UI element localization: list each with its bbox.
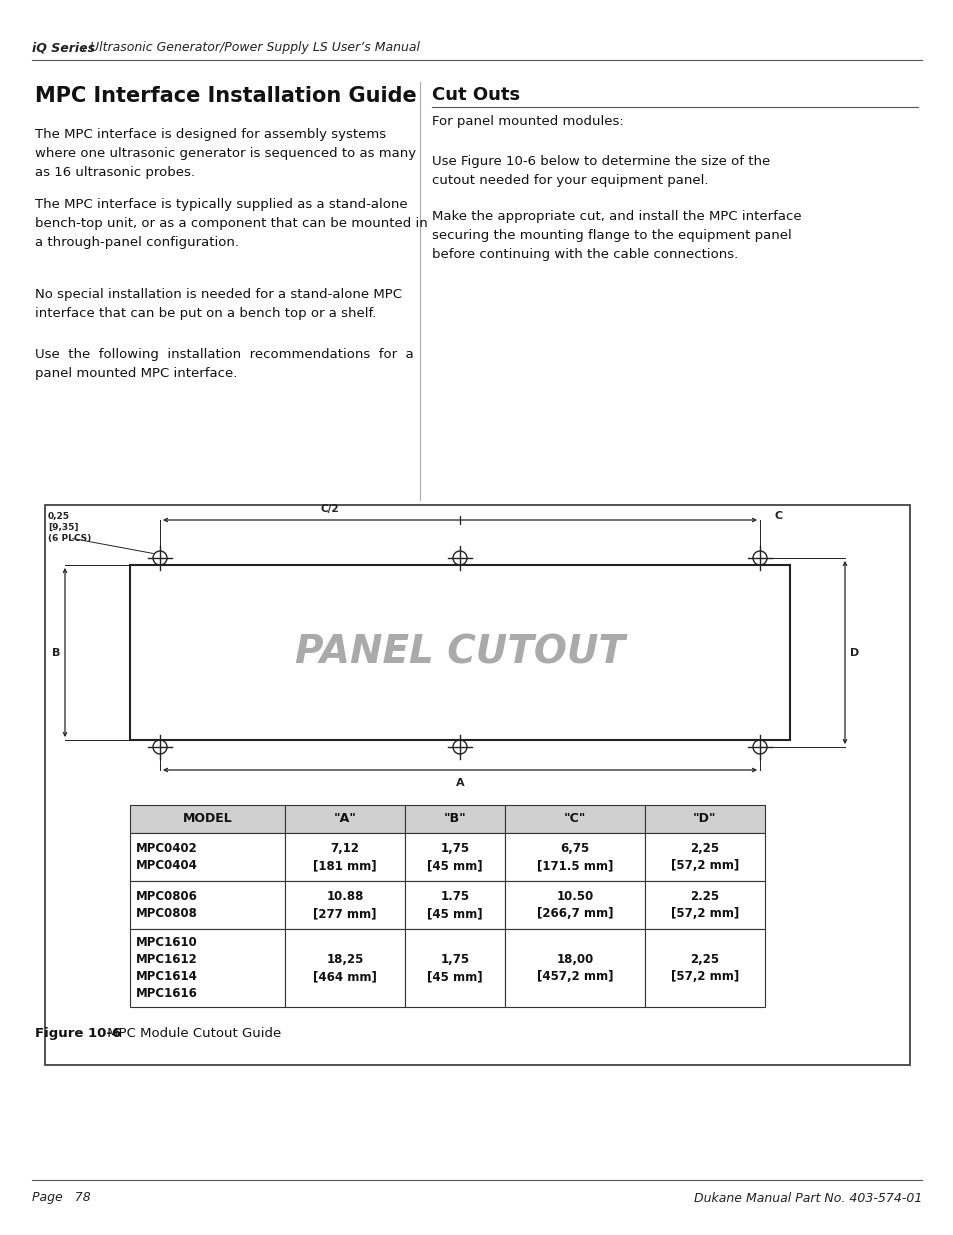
Text: 2,25
[57,2 mm]: 2,25 [57,2 mm] [670,842,739,872]
Text: Page   78: Page 78 [32,1192,91,1204]
Text: The MPC interface is designed for assembly systems
where one ultrasonic generato: The MPC interface is designed for assemb… [35,128,416,179]
Bar [504,929,644,1007]
Bar [45,505,909,1065]
Text: D: D [849,647,859,657]
Text: 2.25
[57,2 mm]: 2.25 [57,2 mm] [670,890,739,920]
Bar [285,929,405,1007]
Text: For panel mounted modules:: For panel mounted modules: [432,115,623,128]
Bar [504,832,644,881]
Bar [405,832,504,881]
Text: "A": "A" [334,813,356,825]
Text: MPC0806
MPC0808: MPC0806 MPC0808 [136,890,197,920]
Bar [405,805,504,832]
Bar [130,881,285,929]
Text: 0,25
[9,35]
(6 PLCS): 0,25 [9,35] (6 PLCS) [48,513,91,543]
Bar [405,929,504,1007]
Text: "C": "C" [563,813,585,825]
Text: "D": "D" [693,813,716,825]
Bar [504,881,644,929]
Text: 10.50
[266,7 mm]: 10.50 [266,7 mm] [537,890,613,920]
Bar [644,832,764,881]
Text: 2,25
[57,2 mm]: 2,25 [57,2 mm] [670,953,739,983]
Bar [504,805,644,832]
Text: No special installation is needed for a stand-alone MPC
interface that can be pu: No special installation is needed for a … [35,288,401,320]
Text: 10.88
[277 mm]: 10.88 [277 mm] [313,890,376,920]
Text: MPC Module Cutout Guide: MPC Module Cutout Guide [103,1028,281,1040]
Text: A: A [456,778,464,788]
Text: 6,75
[171.5 mm]: 6,75 [171.5 mm] [537,842,613,872]
Bar [130,832,285,881]
Bar [644,805,764,832]
Bar [405,881,504,929]
Text: 18,25
[464 mm]: 18,25 [464 mm] [313,953,376,983]
Text: 1.75
[45 mm]: 1.75 [45 mm] [427,890,482,920]
Bar [644,881,764,929]
Text: Use  the  following  installation  recommendations  for  a
panel mounted MPC int: Use the following installation recommend… [35,348,414,380]
Text: Cut Outs: Cut Outs [432,86,519,104]
Text: , Ultrasonic Generator/Power Supply LS User’s Manual: , Ultrasonic Generator/Power Supply LS U… [82,42,419,54]
Text: C: C [774,511,782,521]
Text: Make the appropriate cut, and install the MPC interface
securing the mounting fl: Make the appropriate cut, and install th… [432,210,801,261]
Text: Use Figure 10-6 below to determine the size of the
cutout needed for your equipm: Use Figure 10-6 below to determine the s… [432,156,769,186]
Text: B: B [51,647,60,657]
Bar [285,805,405,832]
Bar [130,564,789,740]
Bar [644,929,764,1007]
Text: C/2: C/2 [320,504,339,514]
Text: iQ Series: iQ Series [32,42,95,54]
Bar [285,832,405,881]
Text: MPC0402
MPC0404: MPC0402 MPC0404 [136,842,197,872]
Text: Dukane Manual Part No. 403-574-01: Dukane Manual Part No. 403-574-01 [693,1192,921,1204]
Text: MPC1610
MPC1612
MPC1614
MPC1616: MPC1610 MPC1612 MPC1614 MPC1616 [136,936,197,1000]
Text: The MPC interface is typically supplied as a stand-alone
bench-top unit, or as a: The MPC interface is typically supplied … [35,198,427,249]
Text: 7,12
[181 mm]: 7,12 [181 mm] [313,842,376,872]
Bar [130,805,285,832]
Bar [285,881,405,929]
Text: PANEL CUTOUT: PANEL CUTOUT [294,634,624,672]
Text: MODEL: MODEL [182,813,233,825]
Text: 18,00
[457,2 mm]: 18,00 [457,2 mm] [537,953,613,983]
Text: "B": "B" [443,813,466,825]
Text: 1,75
[45 mm]: 1,75 [45 mm] [427,842,482,872]
Text: MPC Interface Installation Guide: MPC Interface Installation Guide [35,86,416,106]
Text: Figure 10-6: Figure 10-6 [35,1028,121,1040]
Bar [130,929,285,1007]
Text: 1,75
[45 mm]: 1,75 [45 mm] [427,953,482,983]
